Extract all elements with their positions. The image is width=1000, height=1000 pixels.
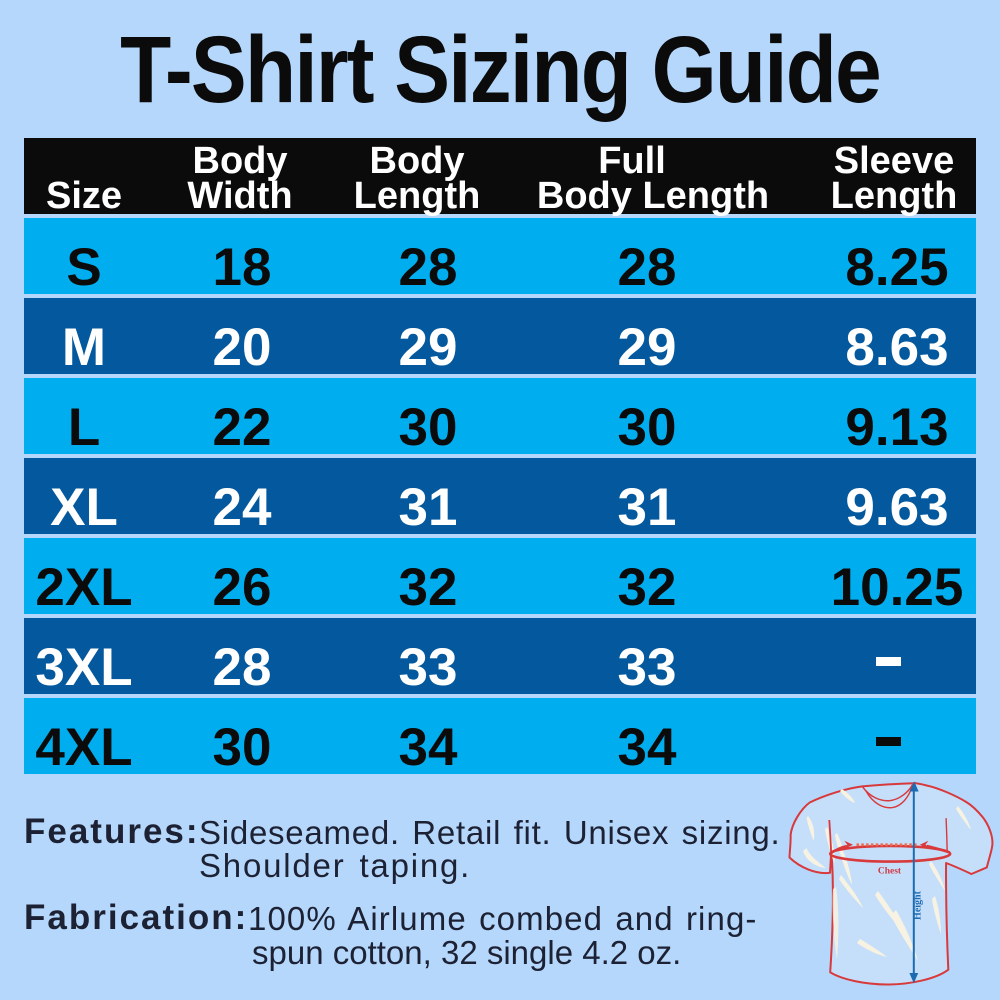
svg-text:Chest: Chest	[878, 867, 902, 877]
svg-text:Height: Height	[913, 890, 924, 920]
